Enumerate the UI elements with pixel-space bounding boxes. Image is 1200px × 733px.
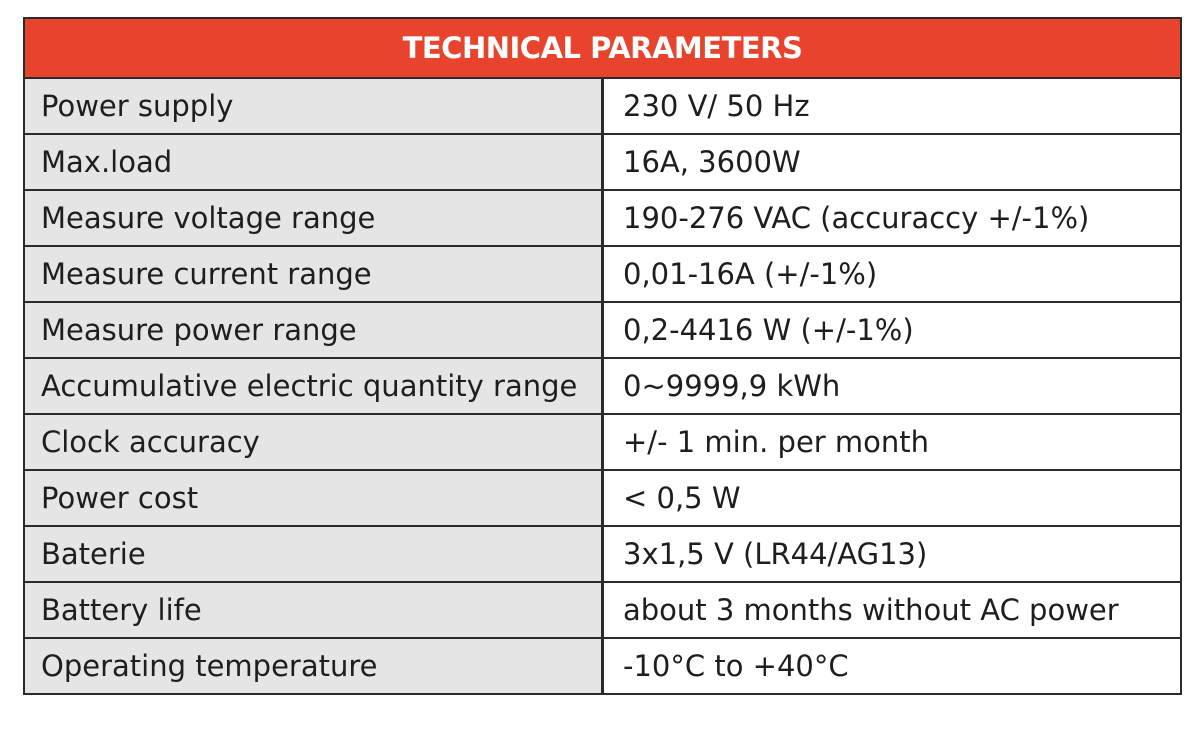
table-row: Clock accuracy +/- 1 min. per month (24, 413, 1181, 470)
table-row: Battery life about 3 months without AC p… (24, 581, 1181, 638)
parameter-cell: Baterie (24, 525, 604, 582)
value-cell: 3x1,5 V (LR44/AG13) (602, 525, 1181, 582)
table-row: Max.load 16A, 3600W (24, 133, 1181, 190)
table-title: TECHNICAL PARAMETERS (24, 18, 1181, 79)
value-cell: 0,2-4416 W (+/-1%) (602, 301, 1181, 358)
parameter-cell: Operating temperature (24, 637, 604, 694)
parameter-cell: Measure current range (24, 245, 604, 302)
parameter-cell: Power supply (24, 77, 604, 134)
value-cell: about 3 months without AC power (602, 581, 1181, 638)
technical-parameters-table: TECHNICAL PARAMETERS Power supply 230 V/… (23, 17, 1182, 695)
value-cell: 190-276 VAC (accuraccy +/-1%) (602, 189, 1181, 246)
parameter-cell: Measure power range (24, 301, 604, 358)
table-row: Power supply 230 V/ 50 Hz (24, 77, 1181, 134)
parameter-cell: Battery life (24, 581, 604, 638)
parameter-cell: Clock accuracy (24, 413, 604, 470)
table-header-row: TECHNICAL PARAMETERS (24, 18, 1181, 79)
value-cell: +/- 1 min. per month (602, 413, 1181, 470)
value-cell: 16A, 3600W (602, 133, 1181, 190)
value-cell: -10°C to +40°C (602, 637, 1181, 694)
table-row: Measure power range 0,2-4416 W (+/-1%) (24, 301, 1181, 358)
parameter-cell: Max.load (24, 133, 604, 190)
value-cell: < 0,5 W (602, 469, 1181, 526)
parameter-cell: Measure voltage range (24, 189, 604, 246)
table-row: Accumulative electric quantity range 0~9… (24, 357, 1181, 414)
value-cell: 0~9999,9 kWh (602, 357, 1181, 414)
parameter-cell: Power cost (24, 469, 604, 526)
table-row: Power cost < 0,5 W (24, 469, 1181, 526)
value-cell: 0,01-16A (+/-1%) (602, 245, 1181, 302)
value-cell: 230 V/ 50 Hz (602, 77, 1181, 134)
table-row: Baterie 3x1,5 V (LR44/AG13) (24, 525, 1181, 582)
table-row: Measure voltage range 190-276 VAC (accur… (24, 189, 1181, 246)
table-row: Measure current range 0,01-16A (+/-1%) (24, 245, 1181, 302)
table-row: Operating temperature -10°C to +40°C (24, 637, 1181, 694)
parameter-cell: Accumulative electric quantity range (24, 357, 604, 414)
